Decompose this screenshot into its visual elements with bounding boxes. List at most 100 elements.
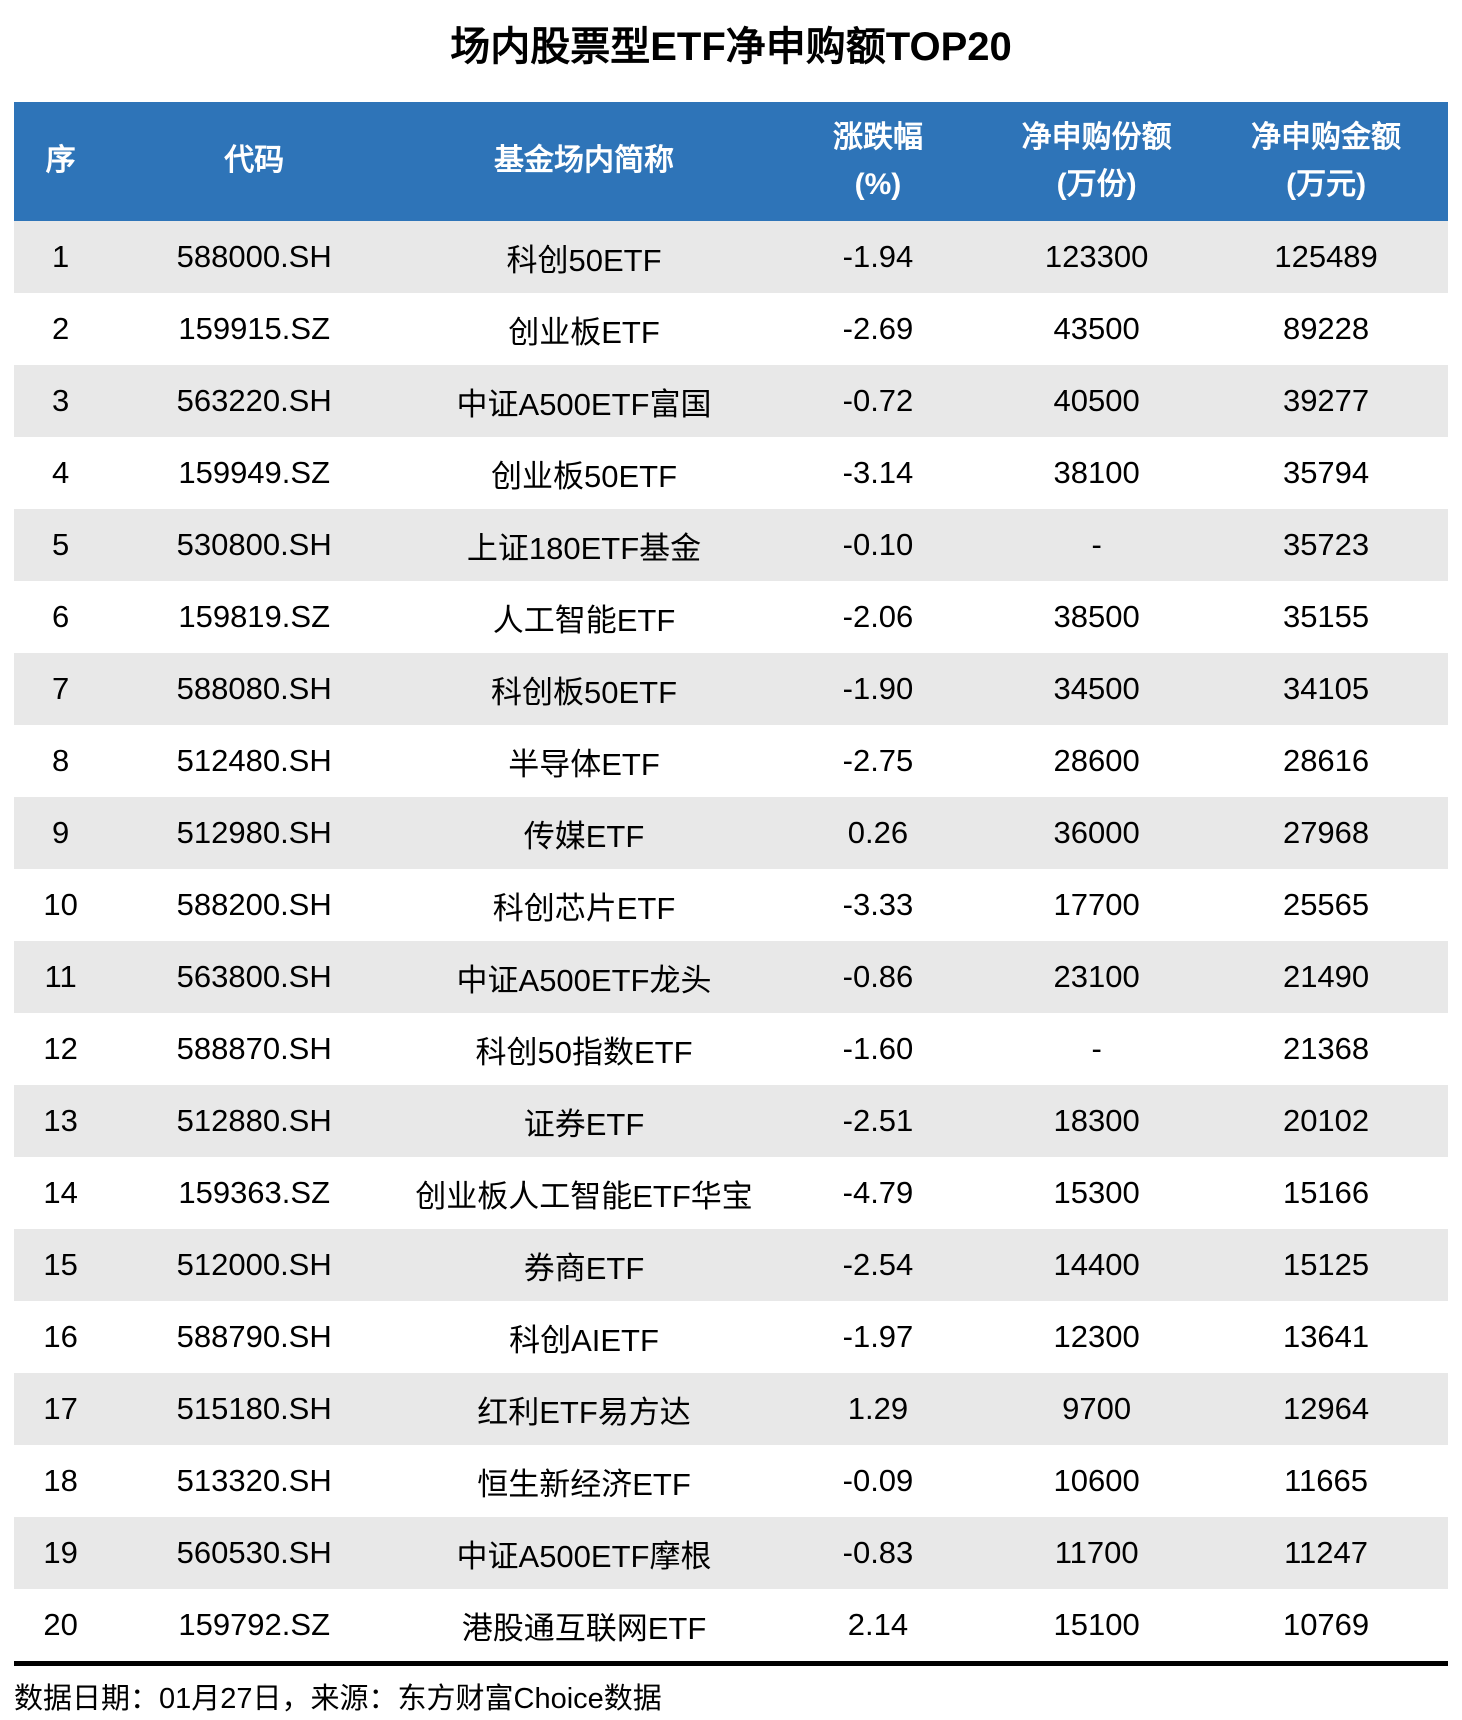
cell-fund-name: 上证180ETF基金: [466, 530, 702, 566]
cell-net-amount: 34105: [1282, 671, 1370, 706]
cell-net-amount: 27968: [1282, 815, 1370, 850]
cell-rank: 4: [51, 455, 70, 490]
cell-net-amount: 11247: [1284, 1535, 1369, 1570]
page-title: 场内股票型ETF净申购额TOP20: [450, 25, 1012, 69]
cell-fund-name: 创业板50ETF: [490, 458, 678, 494]
cell-change-pct: -3.33: [842, 887, 914, 922]
table-row: 6 159819.SZ 人工智能ETF -2.06 38500 35155: [14, 581, 1448, 653]
cell-fund-name: 科创50指数ETF: [475, 1034, 693, 1070]
cell-rank: 14: [43, 1175, 78, 1210]
cell-net-shares: 12300: [1053, 1319, 1140, 1354]
cell-net-shares: 15300: [1053, 1175, 1140, 1210]
cell-fund-name: 传媒ETF: [523, 818, 645, 854]
header-net-amount-unit: (万元): [1286, 167, 1367, 201]
table-row: 4 159949.SZ 创业板50ETF -3.14 38100 35794: [14, 437, 1448, 509]
cell-fund-name: 港股通互联网ETF: [461, 1610, 707, 1646]
table-row: 12 588870.SH 科创50指数ETF -1.60 - 21368: [14, 1013, 1448, 1085]
cell-net-amount: 13641: [1282, 1319, 1370, 1354]
cell-net-amount: 21490: [1282, 959, 1370, 994]
table-row: 11 563800.SH 中证A500ETF龙头 -0.86 23100 214…: [14, 941, 1448, 1013]
cell-change-pct: -2.51: [842, 1103, 914, 1138]
cell-net-shares: 40500: [1053, 383, 1140, 418]
cell-code: 588790.SH: [176, 1319, 332, 1354]
cell-fund-name: 红利ETF易方达: [477, 1394, 691, 1430]
cell-net-amount: 28616: [1282, 743, 1370, 778]
cell-fund-name: 中证A500ETF龙头: [456, 962, 712, 998]
cell-code: 530800.SH: [176, 527, 332, 562]
cell-net-amount: 35723: [1282, 527, 1370, 562]
cell-code: 512980.SH: [176, 815, 332, 850]
cell-change-pct: -2.69: [842, 311, 914, 346]
cell-code: 588200.SH: [176, 887, 332, 922]
cell-net-shares: 15100: [1053, 1607, 1140, 1642]
cell-net-amount: 35794: [1282, 455, 1370, 490]
cell-net-amount: 12964: [1282, 1391, 1370, 1426]
cell-net-shares: 9700: [1062, 1391, 1132, 1426]
cell-rank: 10: [43, 887, 78, 922]
table-row: 7 588080.SH 科创板50ETF -1.90 34500 34105: [14, 653, 1448, 725]
cell-change-pct: -1.97: [842, 1319, 914, 1354]
header-code: 代码: [107, 102, 401, 221]
cell-change-pct: -0.83: [842, 1535, 914, 1570]
cell-code: 588080.SH: [176, 671, 332, 706]
table-row: 20 159792.SZ 港股通互联网ETF 2.14 15100 10769: [14, 1589, 1448, 1661]
cell-rank: 16: [43, 1319, 78, 1354]
cell-code: 512480.SH: [176, 743, 332, 778]
table-row: 17 515180.SH 红利ETF易方达 1.29 9700 12964: [14, 1373, 1448, 1445]
cell-change-pct: -1.60: [842, 1031, 914, 1066]
cell-code: 563220.SH: [176, 383, 332, 418]
header-net-shares: 净申购份额 (万份): [989, 102, 1204, 221]
header-change-pct: 涨跌幅 (%): [767, 102, 989, 221]
cell-rank: 2: [51, 311, 70, 346]
header-rank: 序: [14, 102, 107, 221]
table-body: 1 588000.SH 科创50ETF -1.94 123300 12 5 4 8 9 …: [14, 221, 1448, 1661]
cell-rank: 8: [51, 743, 70, 778]
table-row: 2 159915.SZ 创业板ETF -2.69 43500 89228: [14, 293, 1448, 365]
cell-net-amount: 89228: [1282, 311, 1370, 346]
table-row: 15 512000.SH 券商ETF -2.54 14400 15125: [14, 1229, 1448, 1301]
cell-change-pct: -2.75: [842, 743, 914, 778]
cell-net-shares: -: [1091, 1031, 1102, 1066]
cell-change-pct: -0.86: [842, 959, 914, 994]
cell-net-amount: 35155: [1282, 599, 1370, 634]
cell-code: 563800.SH: [176, 959, 332, 994]
cell-net-shares: 43500: [1053, 311, 1140, 346]
cell-net-shares: -: [1091, 527, 1102, 562]
cell-net-shares: 23100: [1053, 959, 1140, 994]
cell-rank: 20: [43, 1607, 78, 1642]
table-row: 1 588000.SH 科创50ETF -1.94 123300 125489: [14, 221, 1448, 293]
cell-change-pct: -3.14: [842, 455, 914, 490]
table-row: 5 530800.SH 上证180ETF基金 -0.10 - 35723: [14, 509, 1448, 581]
cell-net-shares: 38100: [1053, 455, 1140, 490]
cell-fund-name: 创业板ETF: [508, 314, 660, 350]
table-header-row: 序 代码 基金场内简称 涨跌幅 (%) 净申购份额 (万份) 净申购金额 (万: [14, 102, 1448, 221]
cell-net-shares: 14400: [1053, 1247, 1140, 1282]
cell-code: 159792.SZ: [178, 1607, 331, 1642]
cell-code: 159363.SZ: [178, 1175, 331, 1210]
cell-net-shares: 34500: [1053, 671, 1140, 706]
table-row: 16 588790.SH 科创AIETF -1.97 12300 13641: [14, 1301, 1448, 1373]
cell-code: 515180.SH: [176, 1391, 332, 1426]
cell-rank: 6: [51, 599, 70, 634]
header-change-pct-label: 涨跌幅: [832, 121, 923, 154]
cell-net-amount: 20102: [1282, 1103, 1370, 1138]
cell-rank: 13: [43, 1103, 78, 1138]
cell-fund-name: 券商ETF: [523, 1250, 645, 1286]
cell-change-pct: -0.72: [842, 383, 914, 418]
cell-net-shares: 123300: [1044, 239, 1149, 274]
table-row: 3 563220.SH 中证A500ETF富国 -0.72 40500 3927…: [14, 365, 1448, 437]
cell-net-amount: 125489: [1274, 239, 1378, 274]
cell-code: 159949.SZ: [178, 455, 331, 490]
cell-net-amount: 10769: [1282, 1607, 1370, 1642]
header-net-shares-unit: (万份): [1056, 167, 1137, 201]
table-row: 10 588200.SH 科创芯片ETF -3.33 17700 25565: [14, 869, 1448, 941]
cell-net-amount: 11665: [1284, 1463, 1369, 1498]
cell-net-shares: 10600: [1053, 1463, 1140, 1498]
cell-rank: 17: [43, 1391, 78, 1426]
cell-code: 159819.SZ: [178, 599, 331, 634]
cell-net-shares: 38500: [1053, 599, 1140, 634]
cell-code: 512000.SH: [176, 1247, 332, 1282]
cell-code: 513320.SH: [176, 1463, 332, 1498]
cell-rank: 12: [43, 1031, 78, 1066]
